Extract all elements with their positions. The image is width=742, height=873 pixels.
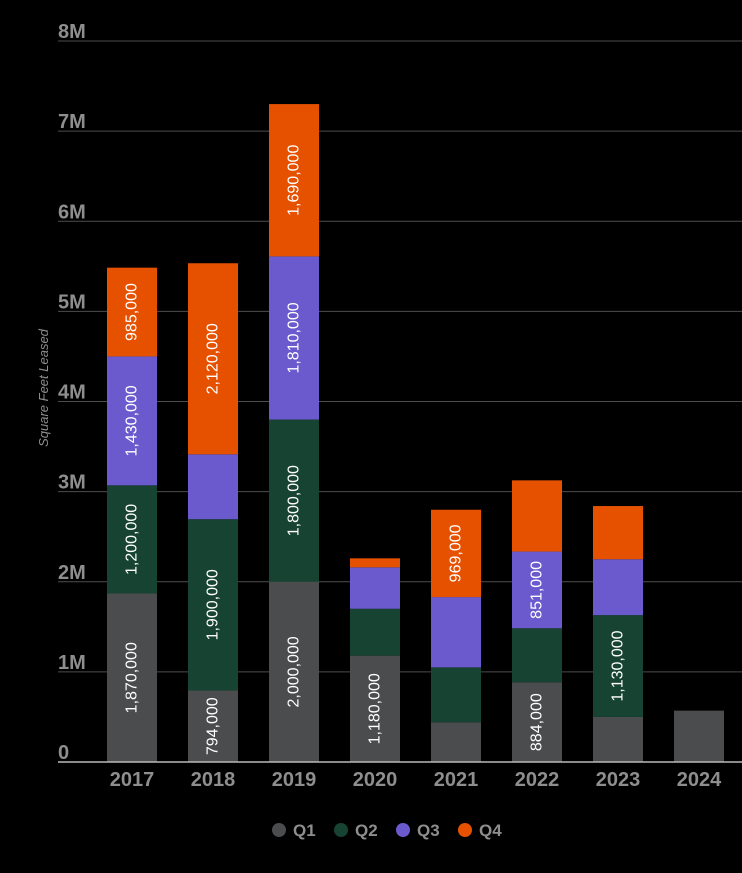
y-tick-label: 6M [58, 201, 86, 223]
legend-label: Q1 [293, 821, 316, 840]
bar-q3-2019 [269, 256, 319, 420]
data-label: 794,000 [205, 697, 222, 755]
data-label: 2,000,000 [286, 636, 303, 707]
bar-q4-2017 [107, 267, 157, 357]
bar-q2-2018 [188, 519, 238, 691]
data-label: 2,120,000 [205, 323, 222, 394]
x-axis-ticks: 2017 2018 2019 2020 2021 2022 2023 2024 [110, 769, 722, 791]
bar-q2-2017 [107, 485, 157, 594]
legend-marker-q4 [458, 823, 472, 837]
y-tick-label: 1M [58, 652, 86, 674]
x-tick-label: 2023 [596, 769, 641, 791]
y-tick-label: 3M [58, 472, 86, 494]
bar-q4-2018 [188, 263, 238, 455]
bar-q2-2023 [593, 615, 643, 717]
y-tick-label: 5M [58, 291, 86, 313]
bar-q1-2023 [593, 716, 643, 762]
x-tick-label: 2020 [353, 769, 398, 791]
legend-marker-q3 [396, 823, 410, 837]
x-tick-label: 2021 [434, 769, 479, 791]
y-tick-label: 8M [58, 21, 86, 43]
data-labels: 1,870,000 1,200,000 1,430,000 985,000 794,00… [124, 145, 627, 756]
bar-q3-2018 [188, 454, 238, 520]
bar-q3-2022 [512, 551, 562, 629]
bars [107, 104, 724, 762]
bar-q2-2022 [512, 628, 562, 683]
legend-label: Q3 [417, 821, 440, 840]
y-tick-label: 0 [58, 742, 69, 764]
data-label: 1,810,000 [286, 302, 303, 373]
data-label: 851,000 [529, 561, 546, 619]
y-tick-label: 7M [58, 111, 86, 133]
gridlines [58, 40, 742, 673]
data-label: 1,870,000 [124, 642, 141, 713]
y-axis-ticks: 0 1M 2M 3M 4M 5M 6M 7M 8M [58, 21, 86, 764]
legend: Q1 Q2 Q3 Q4 [272, 821, 502, 840]
data-label: 969,000 [448, 524, 465, 582]
bar-q3-2021 [431, 597, 481, 668]
data-label: 884,000 [529, 693, 546, 751]
data-label: 1,430,000 [124, 385, 141, 456]
bar-q4-2021 [431, 509, 481, 598]
bar-q1-2024 [674, 710, 724, 762]
data-label: 1,200,000 [124, 504, 141, 575]
data-label: 1,800,000 [286, 465, 303, 536]
bar-q1-2019 [269, 581, 319, 762]
data-label: 1,900,000 [205, 569, 222, 640]
data-label: 1,690,000 [286, 145, 303, 216]
bar-q3-2017 [107, 356, 157, 486]
bar-q2-2021 [431, 667, 481, 723]
x-tick-label: 2022 [515, 769, 560, 791]
bar-q1-2017 [107, 593, 157, 762]
bar-q1-2021 [431, 722, 481, 762]
data-label: 985,000 [124, 283, 141, 341]
bar-q4-2019 [269, 104, 319, 257]
bar-q2-2020 [350, 608, 400, 656]
x-tick-label: 2017 [110, 769, 155, 791]
data-label: 1,180,000 [367, 673, 384, 744]
legend-marker-q2 [334, 823, 348, 837]
x-tick-label: 2019 [272, 769, 317, 791]
legend-label: Q2 [355, 821, 378, 840]
bar-q2-2019 [269, 419, 319, 582]
bar-q3-2020 [350, 567, 400, 609]
y-axis-label: Square Feet Leased [36, 328, 51, 447]
bar-q1-2022 [512, 682, 562, 762]
x-tick-label: 2018 [191, 769, 236, 791]
bar-q4-2020 [350, 558, 400, 568]
legend-label: Q4 [479, 821, 502, 840]
y-tick-label: 4M [58, 382, 86, 404]
x-tick-label: 2024 [677, 769, 722, 791]
bar-q4-2022 [512, 480, 562, 552]
bar-q3-2023 [593, 559, 643, 616]
bar-q1-2018 [188, 690, 238, 762]
data-label: 1,130,000 [610, 630, 627, 701]
y-tick-label: 2M [58, 562, 86, 584]
legend-marker-q1 [272, 823, 286, 837]
bar-q4-2023 [593, 506, 643, 560]
bar-q1-2020 [350, 655, 400, 762]
